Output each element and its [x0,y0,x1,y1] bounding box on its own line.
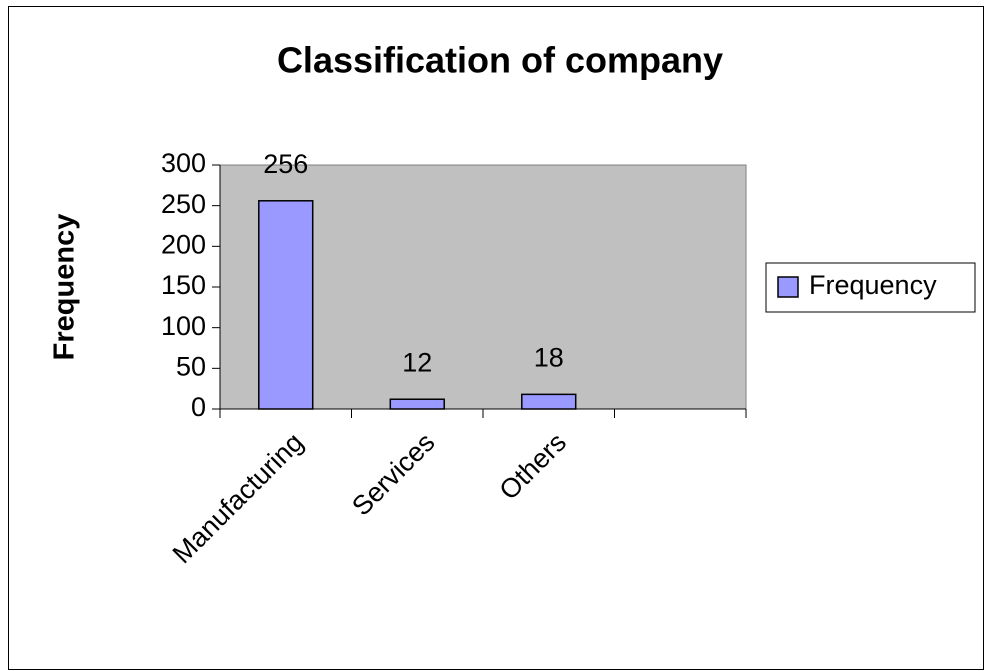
y-tick-label: 300 [161,148,206,178]
bar [521,393,577,410]
y-axis-label: Frequency [49,214,81,361]
bar [258,200,314,410]
y-tick-label: 0 [191,392,206,422]
data-label: 256 [263,149,308,179]
legend-swatch [777,276,799,298]
data-label: 12 [402,347,432,377]
legend-box [765,262,976,313]
y-tick-label: 150 [161,270,206,300]
y-tick-label: 250 [161,189,206,219]
chart-title: Classification of company [277,40,723,81]
y-tick-label: 100 [161,311,206,341]
y-tick-label: 200 [161,229,206,259]
legend-label: Frequency [809,270,937,300]
y-tick-label: 50 [176,351,206,381]
bar [389,398,445,410]
data-label: 18 [534,342,564,372]
